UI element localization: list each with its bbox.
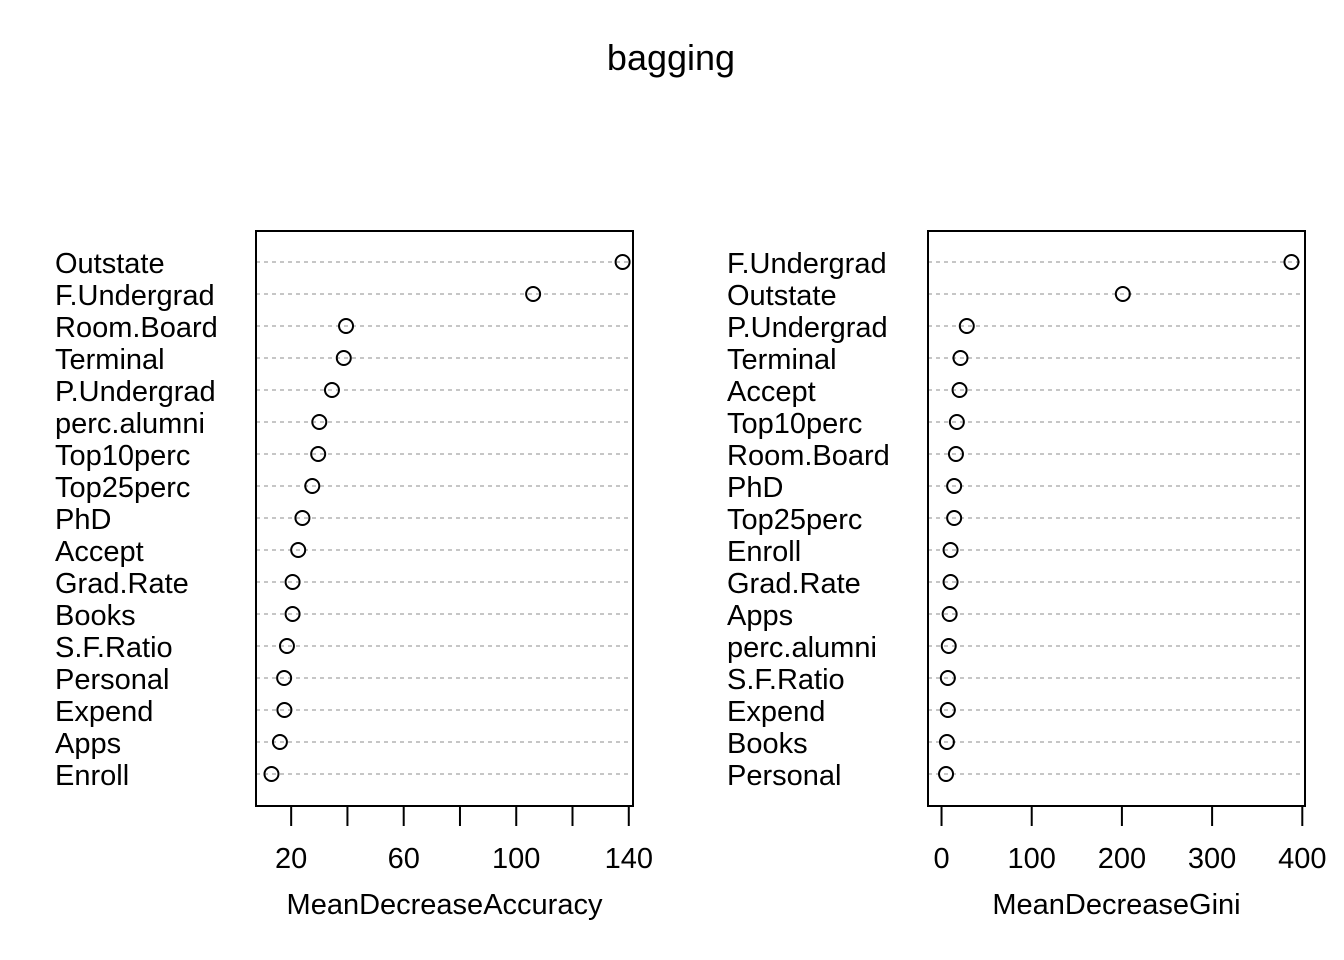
accuracy-label-accept: Accept: [55, 536, 144, 568]
gini-label-s-f-ratio: S.F.Ratio: [727, 664, 845, 696]
accuracy-label-personal: Personal: [55, 664, 169, 696]
gini-label-apps: Apps: [727, 600, 793, 632]
accuracy-tick-label: 60: [388, 843, 420, 875]
gini-label-outstate: Outstate: [727, 280, 837, 312]
gini-point-p-undergrad: [958, 318, 975, 334]
gini-point-phd: [946, 478, 963, 494]
accuracy-point-top25perc: [304, 478, 321, 494]
accuracy-point-top10perc: [310, 446, 327, 462]
accuracy-label-outstate: Outstate: [55, 248, 165, 280]
gini-panel: F.UndergradOutstateP.UndergradTerminalAc…: [727, 230, 1326, 921]
gini-label-p-undergrad: P.Undergrad: [727, 312, 888, 344]
gini-label-books: Books: [727, 728, 808, 760]
gini-label-phd: PhD: [727, 472, 783, 504]
gini-tick-label: 400: [1278, 843, 1326, 875]
accuracy-point-personal: [276, 670, 293, 686]
gini-point-apps: [941, 606, 958, 622]
accuracy-point-grad-rate: [284, 574, 301, 590]
gini-label-enroll: Enroll: [727, 536, 801, 568]
accuracy-label-s-f-ratio: S.F.Ratio: [55, 632, 173, 664]
gini-point-accept: [951, 382, 968, 398]
gini-point-personal: [938, 766, 955, 782]
gini-tick-label: 200: [1098, 843, 1146, 875]
gini-point-f-undergrad: [1283, 254, 1300, 270]
accuracy-tick-label: 140: [605, 843, 653, 875]
chart-title: bagging: [607, 37, 735, 78]
gini-label-f-undergrad: F.Undergrad: [727, 248, 887, 280]
gini-label-personal: Personal: [727, 760, 841, 792]
accuracy-point-outstate: [614, 254, 631, 270]
gini-point-expend: [939, 702, 956, 718]
accuracy-label-top10perc: Top10perc: [55, 440, 190, 472]
accuracy-point-s-f-ratio: [278, 638, 295, 654]
accuracy-label-grad-rate: Grad.Rate: [55, 568, 189, 600]
accuracy-label-perc-alumni: perc.alumni: [55, 408, 205, 440]
accuracy-point-f-undergrad: [525, 286, 542, 302]
gini-tick-label: 0: [933, 843, 949, 875]
accuracy-point-phd: [294, 510, 311, 526]
gini-point-top25perc: [946, 510, 963, 526]
accuracy-point-apps: [271, 734, 288, 750]
gini-point-s-f-ratio: [939, 670, 956, 686]
gini-point-perc-alumni: [940, 638, 957, 654]
accuracy-label-enroll: Enroll: [55, 760, 129, 792]
gini-point-terminal: [952, 350, 969, 366]
gini-label-room-board: Room.Board: [727, 440, 890, 472]
accuracy-point-p-undergrad: [323, 382, 340, 398]
gini-point-outstate: [1114, 286, 1131, 302]
gini-label-top10perc: Top10perc: [727, 408, 862, 440]
accuracy-tick-label: 100: [492, 843, 540, 875]
accuracy-point-expend: [276, 702, 293, 718]
gini-label-accept: Accept: [727, 376, 816, 408]
accuracy-point-terminal: [335, 350, 352, 366]
gini-x-axis-label: MeanDecreaseGini: [992, 889, 1240, 921]
gini-label-perc-alumni: perc.alumni: [727, 632, 877, 664]
accuracy-label-top25perc: Top25perc: [55, 472, 190, 504]
gini-label-grad-rate: Grad.Rate: [727, 568, 861, 600]
gini-label-expend: Expend: [727, 696, 825, 728]
accuracy-label-expend: Expend: [55, 696, 153, 728]
gini-point-room-board: [947, 446, 964, 462]
accuracy-point-room-board: [338, 318, 355, 334]
accuracy-point-accept: [290, 542, 307, 558]
accuracy-panel: OutstateF.UndergradRoom.BoardTerminalP.U…: [55, 230, 653, 921]
accuracy-label-phd: PhD: [55, 504, 111, 536]
accuracy-x-axis-label: MeanDecreaseAccuracy: [287, 889, 603, 921]
accuracy-label-apps: Apps: [55, 728, 121, 760]
gini-label-top25perc: Top25perc: [727, 504, 862, 536]
gini-tick-label: 100: [1008, 843, 1056, 875]
gini-point-enroll: [942, 542, 959, 558]
accuracy-label-room-board: Room.Board: [55, 312, 218, 344]
accuracy-point-books: [284, 606, 301, 622]
gini-label-terminal: Terminal: [727, 344, 837, 376]
accuracy-label-books: Books: [55, 600, 136, 632]
accuracy-label-p-undergrad: P.Undergrad: [55, 376, 216, 408]
accuracy-point-enroll: [263, 766, 280, 782]
gini-point-books: [938, 734, 955, 750]
gini-point-top10perc: [948, 414, 965, 430]
gini-tick-label: 300: [1188, 843, 1236, 875]
gini-point-grad-rate: [942, 574, 959, 590]
accuracy-label-f-undergrad: F.Undergrad: [55, 280, 215, 312]
accuracy-label-terminal: Terminal: [55, 344, 165, 376]
accuracy-point-perc-alumni: [311, 414, 328, 430]
accuracy-tick-label: 20: [275, 843, 307, 875]
